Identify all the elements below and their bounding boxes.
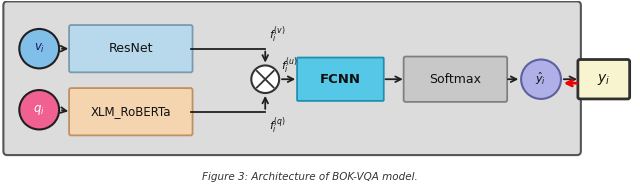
FancyBboxPatch shape (69, 88, 193, 135)
FancyBboxPatch shape (404, 57, 507, 102)
Text: $y_i$: $y_i$ (597, 72, 611, 87)
Circle shape (19, 29, 59, 68)
Text: $f_i^{(u)}$: $f_i^{(u)}$ (281, 55, 298, 76)
Text: Figure 3: Architecture of BOK-VQA model.: Figure 3: Architecture of BOK-VQA model. (202, 172, 418, 182)
FancyBboxPatch shape (69, 25, 193, 72)
Circle shape (19, 90, 59, 130)
FancyBboxPatch shape (578, 60, 630, 99)
Text: $v_i$: $v_i$ (34, 42, 45, 55)
Text: $q_i$: $q_i$ (33, 103, 45, 117)
Text: FCNN: FCNN (320, 73, 361, 86)
Text: ResNet: ResNet (109, 42, 153, 55)
Text: XLM_RoBERTa: XLM_RoBERTa (91, 105, 171, 118)
FancyBboxPatch shape (3, 1, 581, 155)
Circle shape (521, 60, 561, 99)
Text: Softmax: Softmax (429, 73, 481, 86)
Text: $f_i^{(q)}$: $f_i^{(q)}$ (269, 115, 286, 136)
Text: $f_i^{(v)}$: $f_i^{(v)}$ (269, 24, 286, 45)
Text: $\hat{y}_i$: $\hat{y}_i$ (536, 71, 547, 87)
FancyBboxPatch shape (297, 58, 384, 101)
Circle shape (252, 65, 279, 93)
